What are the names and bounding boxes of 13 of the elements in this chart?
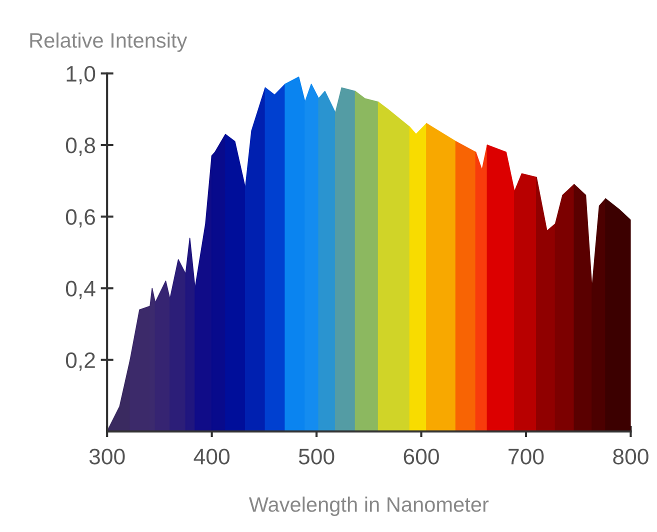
x-tick-label: 700 bbox=[508, 448, 544, 464]
x-tick-label: 400 bbox=[194, 448, 230, 464]
y-tick-label: 0,6 bbox=[66, 209, 96, 228]
y-tick-label: 0,8 bbox=[66, 138, 96, 156]
x-tick-label: 600 bbox=[404, 448, 439, 464]
y-axis-title: Relative Intensity bbox=[30, 32, 188, 52]
x-tick-label: 300 bbox=[89, 448, 125, 464]
y-tick-label: 0,4 bbox=[66, 280, 96, 300]
x-tick-label: 500 bbox=[298, 448, 334, 464]
y-tick-label: 1,0 bbox=[66, 66, 96, 84]
y-tick-label: 0,2 bbox=[66, 352, 95, 371]
x-axis-title: Wavelength in Nanometer bbox=[248, 496, 489, 516]
x-tick-label: 800 bbox=[613, 448, 648, 464]
